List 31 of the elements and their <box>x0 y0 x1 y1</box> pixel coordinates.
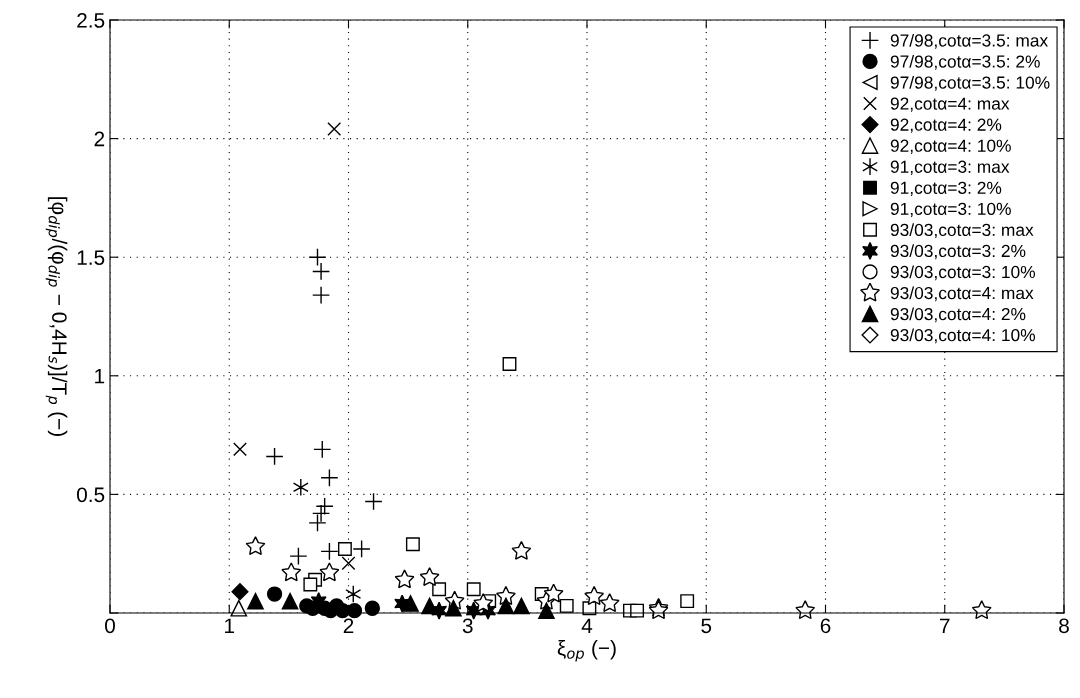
y-tick-label: 1 <box>95 369 105 384</box>
y-tick-label: 2 <box>94 131 105 147</box>
legend-label: 93/03,cotα=3: max <box>890 223 1034 239</box>
x-tick-label: 4 <box>581 618 593 633</box>
y-tick-label: 1.5 <box>77 250 105 265</box>
legend-label: 93/03,cotα=4: max <box>890 286 1034 302</box>
legend-label: 91,cotα=3: 10% <box>890 202 1011 218</box>
y-tick-label: 2.5 <box>77 13 105 28</box>
x-tick-label: 1 <box>225 618 235 633</box>
x-tick-label: 5 <box>701 618 712 634</box>
legend-label: 97/98,cotα=3.5: 2% <box>890 54 1040 70</box>
legend-label: 93/03,cotα=3: 10% <box>890 265 1036 281</box>
text: [φ$_{dip}$/(φ$_{dip}$ − 0,4H$_{s}$)]/T$_{p}$ (−) <box>45 197 68 436</box>
legend-label: 92,cotα=4: 2% <box>890 118 1002 133</box>
legend-label: 93/03,cotα=4: 10% <box>890 328 1036 344</box>
x-tick-label: 6 <box>820 618 831 634</box>
legend-label: 97/98,cotα=3.5: max <box>890 33 1048 49</box>
legend-label: 93/03,cotα=4: 2% <box>890 307 1026 323</box>
legend-label: 92,cotα=4: 10% <box>890 139 1011 154</box>
legend-label: 93/03,cotα=3: 2% <box>890 244 1026 260</box>
x-tick-label: 8 <box>1059 618 1069 634</box>
y-tick-label: 0.5 <box>76 487 105 503</box>
legend-label: 91,cotα=3: 2% <box>890 181 1002 197</box>
x-tick-label: 2 <box>343 618 354 633</box>
x-tick-label: 7 <box>940 618 950 633</box>
legend-label: 92,cotα=4: max <box>890 97 1010 112</box>
x-axis-title: ξ$_{op}$ (−) <box>557 640 616 662</box>
x-tick-label: 3 <box>462 618 473 634</box>
legend-label: 97/98,cotα=3.5: 10% <box>890 75 1050 91</box>
legend-label: 91,cotα=3: max <box>890 160 1010 175</box>
x-tick-label: 0 <box>105 618 115 634</box>
